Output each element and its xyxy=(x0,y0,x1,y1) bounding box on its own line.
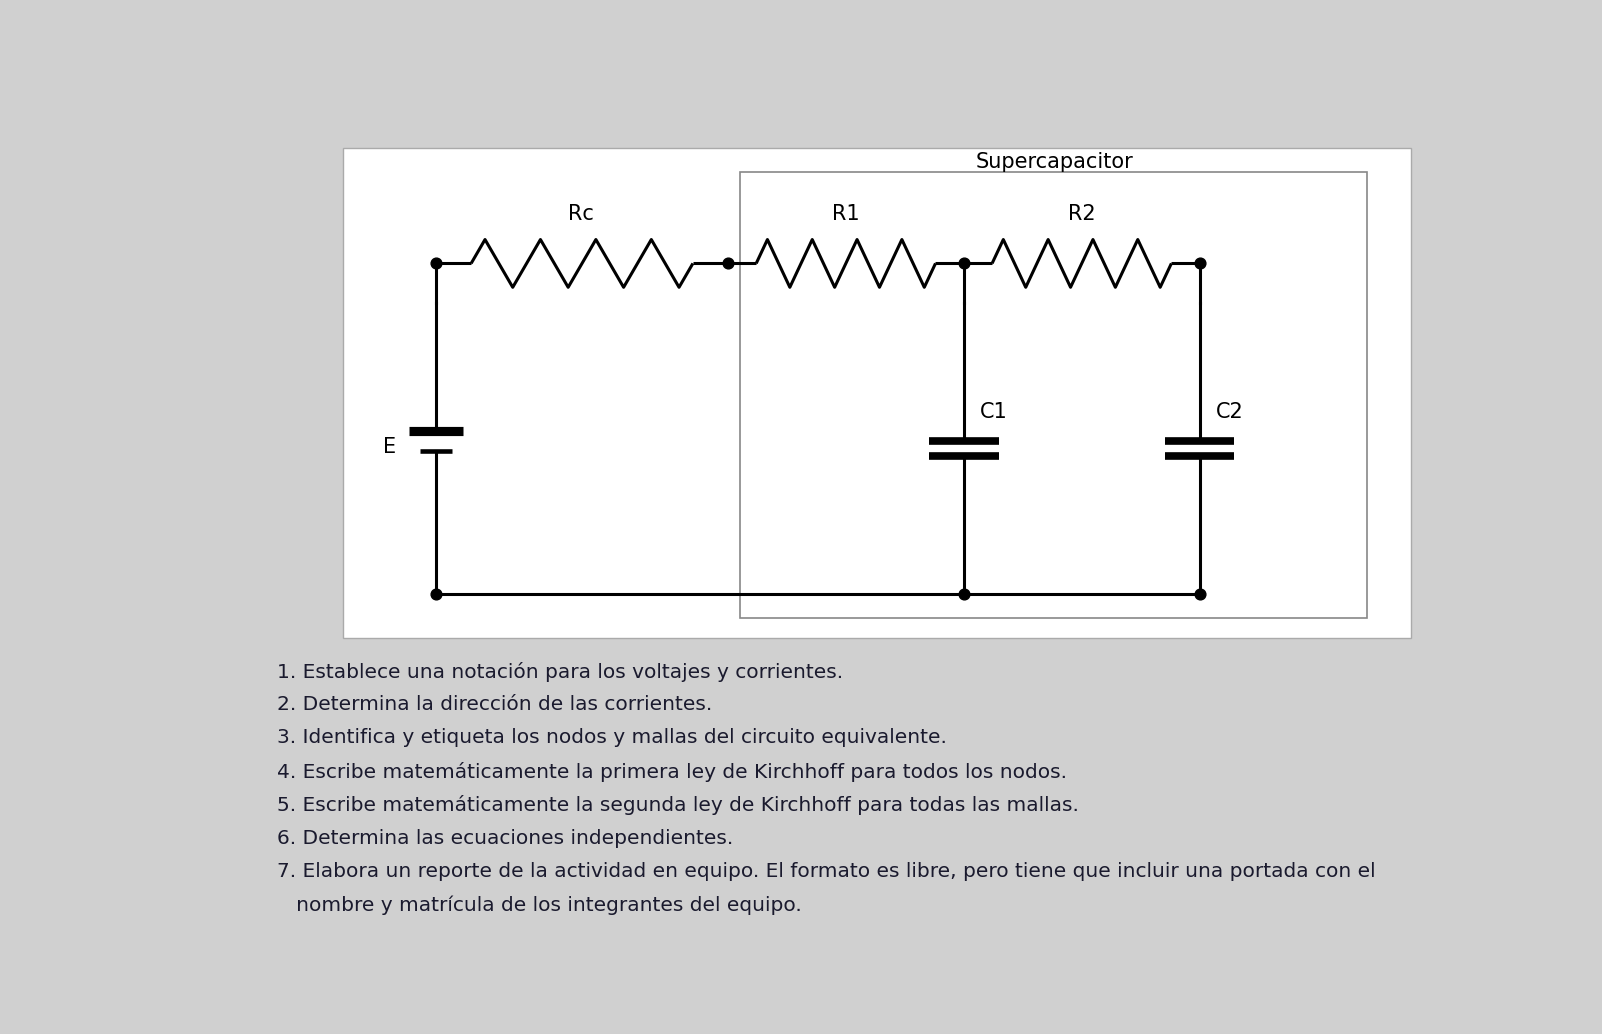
Point xyxy=(423,255,449,272)
Text: C1: C1 xyxy=(980,402,1008,422)
Point xyxy=(1187,585,1213,602)
Text: E: E xyxy=(383,436,396,457)
Text: C2: C2 xyxy=(1216,402,1243,422)
Text: 1. Establece una notación para los voltajes y corrientes.: 1. Establece una notación para los volta… xyxy=(277,662,843,681)
Text: 6. Determina las ecuaciones independientes.: 6. Determina las ecuaciones independient… xyxy=(277,828,734,848)
Point xyxy=(423,585,449,602)
Text: nombre y matrícula de los integrantes del equipo.: nombre y matrícula de los integrantes de… xyxy=(277,895,803,915)
Text: 3. Identifica y etiqueta los nodos y mallas del circuito equivalente.: 3. Identifica y etiqueta los nodos y mal… xyxy=(277,728,947,748)
Point xyxy=(952,255,977,272)
Text: R2: R2 xyxy=(1069,204,1096,223)
Text: 7. Elabora un reporte de la actividad en equipo. El formato es libre, pero tiene: 7. Elabora un reporte de la actividad en… xyxy=(277,862,1376,881)
Text: 5. Escribe matemáticamente la segunda ley de Kirchhoff para todas las mallas.: 5. Escribe matemáticamente la segunda le… xyxy=(277,795,1080,815)
Text: 2. Determina la dirección de las corrientes.: 2. Determina la dirección de las corrien… xyxy=(277,695,713,713)
Point xyxy=(952,585,977,602)
FancyBboxPatch shape xyxy=(343,148,1411,638)
Text: Supercapacitor: Supercapacitor xyxy=(976,152,1133,172)
Point xyxy=(714,255,740,272)
Text: Rc: Rc xyxy=(569,204,594,223)
Point xyxy=(1187,255,1213,272)
Text: 4. Escribe matemáticamente la primera ley de Kirchhoff para todos los nodos.: 4. Escribe matemáticamente la primera le… xyxy=(277,762,1067,782)
Text: R1: R1 xyxy=(831,204,860,223)
